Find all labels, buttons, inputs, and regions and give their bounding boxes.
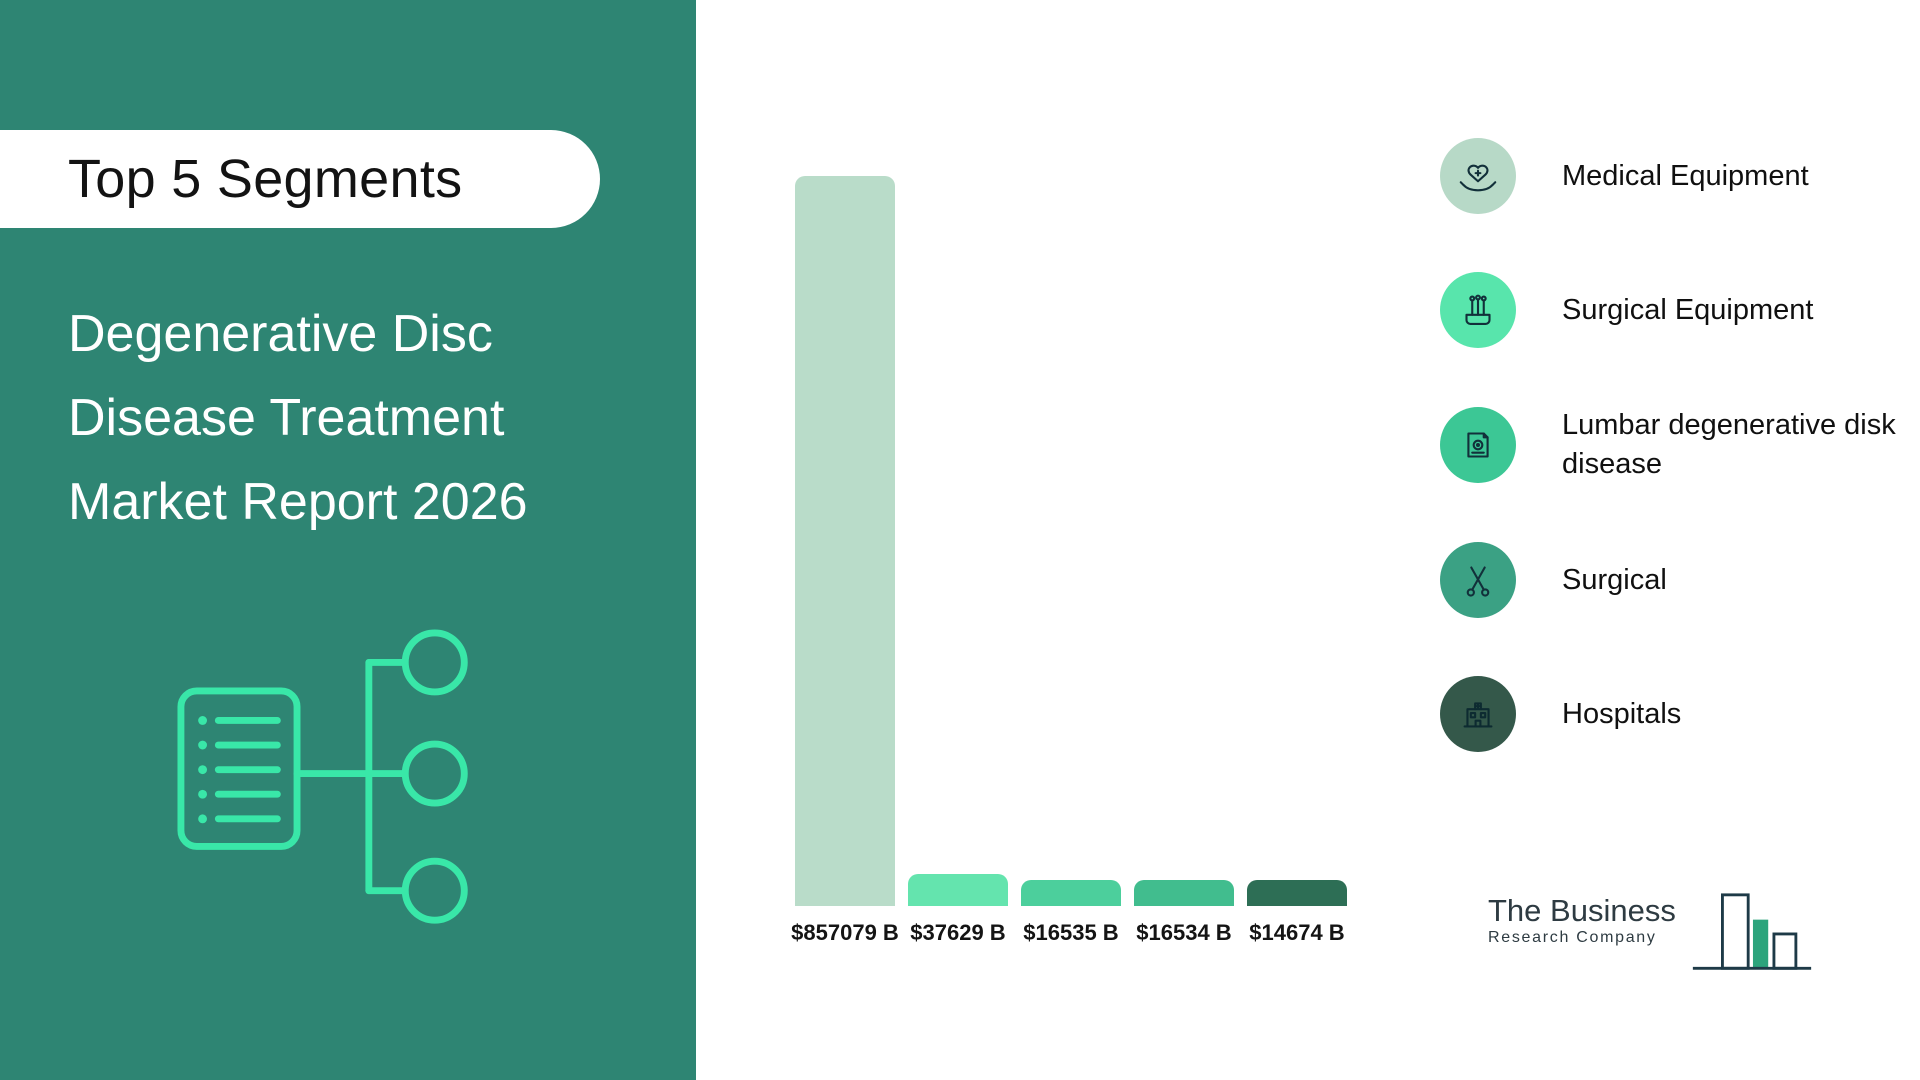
legend: Medical Equipment Surgical Equipment [1440, 138, 1907, 810]
company-logo: The Business Research Company [1488, 888, 1814, 978]
report-title-line-1: Degenerative Disc [68, 305, 493, 363]
legend-item-medical-equipment: Medical Equipment [1440, 138, 1907, 214]
bar-column: $857079 B [791, 176, 899, 945]
report-title: Degenerative Disc Disease Treatment Mark… [68, 292, 528, 544]
logo-bar-chart-icon [1692, 893, 1811, 970]
logo-line-1: The Business [1488, 893, 1676, 928]
bar-segment-4 [1134, 880, 1234, 906]
medical-record-icon [1467, 432, 1489, 458]
bar-value-label: $14674 B [1249, 920, 1345, 945]
legend-swatch-circle [1440, 542, 1516, 618]
legend-label: Surgical [1562, 563, 1667, 596]
sidebar: Top 5 Segments Degenerative Disc Disease… [0, 0, 696, 1080]
legend-label: Medical Equipment [1562, 159, 1809, 192]
bar-chart: $857079 B $37629 B $16535 B $16534 B $14674 … [791, 176, 1347, 945]
legend-item-hospitals: Hospitals [1440, 676, 1907, 752]
document-orgchart-icon [177, 629, 468, 924]
legend-item-lumbar-degenerative-disk-disease: Lumbar degenerative disk disease [1440, 406, 1907, 484]
legend-label: Lumbar degenerative disk disease [1562, 409, 1896, 480]
logo-text: The Business Research Company [1488, 894, 1676, 947]
segments-badge: Top 5 Segments [0, 130, 600, 228]
legend-swatch-circle [1440, 407, 1516, 483]
bar-value-label: $37629 B [910, 920, 1006, 945]
bar-segment-1 [795, 176, 895, 906]
segments-badge-label: Top 5 Segments [68, 149, 463, 209]
legend-item-surgical: Surgical [1440, 542, 1907, 618]
bar-column: $14674 B [1247, 880, 1347, 945]
heart-hands-icon [1459, 164, 1497, 192]
bar-value-label: $857079 B [791, 920, 899, 945]
hospital-icon [1463, 702, 1493, 728]
report-title-line-2: Disease Treatment [68, 389, 505, 447]
legend-label: Hospitals [1562, 697, 1682, 730]
legend-swatch-circle [1440, 138, 1516, 214]
bar-segment-3 [1021, 880, 1121, 906]
legend-swatch-circle [1440, 272, 1516, 348]
bar-segment-5 [1247, 880, 1347, 906]
bar-value-label: $16534 B [1136, 920, 1232, 945]
bar-column: $16534 B [1134, 880, 1234, 945]
legend-swatch-circle [1440, 676, 1516, 752]
bar-column: $37629 B [908, 874, 1008, 945]
bar-column: $16535 B [1021, 880, 1121, 945]
bar-value-label: $16535 B [1023, 920, 1119, 945]
logo-line-2: Research Company [1488, 929, 1657, 946]
legend-item-surgical-equipment: Surgical Equipment [1440, 272, 1907, 348]
bar-segment-2 [908, 874, 1008, 906]
scissors-icon [1466, 566, 1490, 597]
legend-label: Surgical Equipment [1562, 293, 1814, 326]
surgical-tools-icon [1465, 294, 1491, 325]
report-title-line-3: Market Report 2026 [68, 473, 528, 531]
